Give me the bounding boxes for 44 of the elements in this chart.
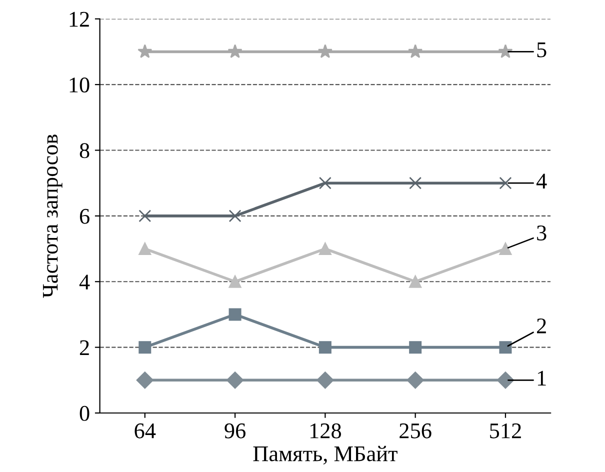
x-tick-label: 128 xyxy=(310,423,342,438)
point xyxy=(228,308,242,321)
point xyxy=(228,44,242,58)
x-tick-label: 64 xyxy=(134,423,156,438)
point xyxy=(499,176,512,190)
series-label: 5 xyxy=(537,42,546,58)
point xyxy=(408,44,423,58)
series-label: 1 xyxy=(538,370,546,386)
x-tick-label: 512 xyxy=(490,423,521,438)
point xyxy=(406,372,424,389)
point xyxy=(318,341,332,354)
point xyxy=(318,176,332,190)
y-tick-label: 6 xyxy=(80,208,90,224)
y-tick-label: 8 xyxy=(80,143,90,158)
y-tick-label: 4 xyxy=(79,274,90,290)
series-label: 2 xyxy=(537,318,546,334)
point xyxy=(228,210,242,222)
point xyxy=(499,341,512,354)
point xyxy=(409,176,422,190)
x-axis-title: Память, МБайт xyxy=(253,446,398,464)
point xyxy=(316,372,334,389)
point xyxy=(318,44,332,58)
series-label: 4 xyxy=(536,174,547,188)
point xyxy=(138,210,152,222)
point xyxy=(499,242,512,256)
point xyxy=(409,341,422,354)
y-tick-label: 2 xyxy=(80,340,89,356)
x-tick-label: 96 xyxy=(224,423,246,438)
point xyxy=(136,372,154,389)
point xyxy=(138,242,152,256)
y-axis-title: Частота запросов xyxy=(43,134,62,298)
y-tick-label: 12 xyxy=(70,12,89,27)
point xyxy=(228,275,242,288)
point xyxy=(498,44,513,58)
y-tick-label: 10 xyxy=(70,78,90,92)
point xyxy=(318,242,332,256)
point xyxy=(496,372,514,389)
point xyxy=(138,341,152,354)
point xyxy=(138,44,152,58)
series-label: 3 xyxy=(537,226,546,240)
point xyxy=(226,372,244,389)
x-tick-label: 256 xyxy=(400,423,432,438)
point xyxy=(409,275,422,288)
y-tick-label: 0 xyxy=(80,406,90,421)
